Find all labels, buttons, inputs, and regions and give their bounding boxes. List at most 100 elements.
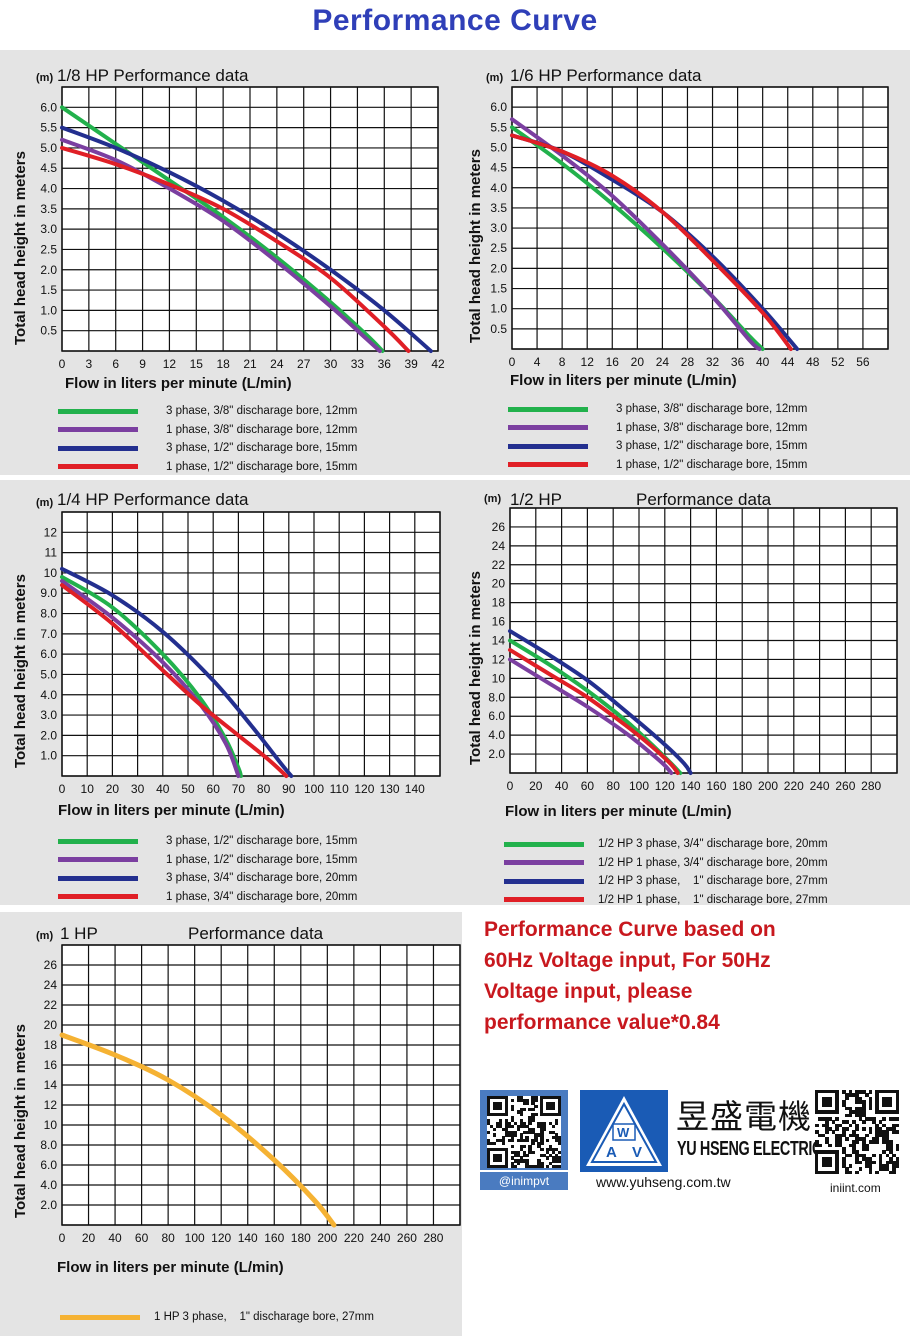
qr-code-icon[interactable] [815,1090,900,1175]
plot-border [61,511,441,777]
x-tick-label: 0 [59,782,66,796]
y-tick-label: 24 [44,978,58,992]
x-tick-label: 80 [161,1231,175,1245]
x-tick-label: 30 [131,782,145,796]
series-line [510,133,793,351]
chart-title: 1/4 HP Performance data [57,490,249,509]
legend-item: 1 phase, 3/4" discharage bore, 20mm [58,888,357,907]
chart-title: 1/6 HP Performance data [510,66,702,85]
x-tick-label: 0 [509,355,516,369]
x-tick-label: 160 [264,1231,284,1245]
website-link[interactable]: www.yuhseng.com.tw [596,1174,731,1190]
x-tick-label: 33 [351,357,365,371]
x-tick-label: 21 [243,357,257,371]
legend-label: 1/2 HP 1 phase, 3/4" discharage bore, 20… [598,856,828,869]
legend-label: 1 HP 3 phase, 1" discharage bore, 27mm [154,1311,374,1324]
chart-title: 1/2 HP [510,490,562,509]
y-tick-label: 26 [492,520,506,534]
note-line-3: Voltage input, please [484,980,693,1003]
y-tick-label: 0.5 [40,324,57,338]
x-tick-label: 40 [555,779,569,793]
y-tick-label: 3.0 [40,222,57,236]
y-tick-label: 3.5 [490,201,507,215]
page-title: Performance Curve [312,4,598,37]
y-tick-label: 4.5 [40,161,57,175]
x-tick-label: 60 [207,782,221,796]
x-axis-label: Flow in liters per minute (L/min) [58,802,285,819]
y-axis-label: Total head height in meters [467,571,484,765]
x-tick-label: 280 [861,779,881,793]
y-tick-label: 3.0 [40,708,57,722]
x-tick-label: 32 [706,355,720,369]
chart-panel-1-8hp: 0 3 6 9 12 15 18 21 24 27 30 33 36 39 42 0.5 1.0 1.5 2.0 2.… [0,50,455,475]
y-tick-label: 1.0 [40,749,57,763]
yhs-triangle-logo-icon: W A V [580,1090,668,1172]
y-tick-label: 8.0 [40,1138,57,1152]
x-tick-label: 120 [354,782,374,796]
legend-swatch [58,445,138,451]
qr-code-icon[interactable] [480,1090,568,1170]
logo-letter-w: W [617,1125,630,1140]
y-tick-label: 5.0 [490,140,507,154]
y-tick-label: 2.0 [40,1198,57,1212]
series-line [508,647,680,775]
legend-swatch [504,860,584,866]
y-tick-label: 18 [492,596,506,610]
y-tick-label: 1.5 [40,283,57,297]
x-tick-label: 56 [856,355,870,369]
legend-label: 1 phase, 1/2" discharage bore, 15mm [166,853,358,866]
legend-label: 1/2 HP 1 phase, 1" discharage bore, 27mm [598,893,828,906]
chart-svg: 0 4 8 12 16 20 24 28 32 36 40 44 48 52 560.51.01.52.02… [490,86,889,369]
legend-item: 1 phase, 1/2" discharage bore, 15mm [58,851,357,870]
y-tick-label: 11 [45,546,58,560]
note-line-4: performance value*0.84 [484,1011,720,1034]
legend-item: 1/2 HP 3 phase, 3/4" discharage bore, 20… [504,835,828,854]
x-tick-label: 90 [282,782,296,796]
x-tick-label: 12 [163,357,177,371]
legend-swatch [60,1314,140,1320]
x-tick-label: 24 [656,355,670,369]
x-tick-label: 120 [211,1231,231,1245]
y-axis-label: Total head height in meters [12,574,29,768]
y-tick-label: 22 [492,558,506,572]
plot-border [61,944,461,1226]
series-line [60,137,382,353]
y-tick-label: 1.0 [40,303,57,317]
legend-swatch [58,838,138,844]
x-tick-label: 260 [397,1231,417,1245]
chart-title-2: Performance data [636,490,772,509]
y-tick-label: 5.0 [40,667,57,681]
legend-label: 1 phase, 3/4" discharage bore, 20mm [166,890,358,903]
y-tick-label: 2.0 [490,261,507,275]
x-tick-label: 0 [59,1231,66,1245]
y-tick-label: 10 [44,566,58,580]
x-tick-label: 180 [291,1231,311,1245]
legend-swatch [58,427,138,433]
x-tick-label: 80 [257,782,271,796]
x-tick-label: 220 [344,1231,364,1245]
x-tick-label: 40 [756,355,770,369]
brand-name-chinese: 昱盛電機 [676,1097,812,1136]
series-line [60,566,294,778]
x-tick-label: 8 [559,355,566,369]
x-tick-label: 52 [831,355,845,369]
legend-label: 1 phase, 1/2" discharage bore, 15mm [616,458,808,471]
y-tick-label: 12 [492,652,506,666]
legend-label: 1/2 HP 3 phase, 1" discharage bore, 27mm [598,875,828,888]
legend-label: 3 phase, 1/2" discharage bore, 15mm [166,442,358,455]
legend-item: 3 phase, 1/2" discharage bore, 15mm [508,437,807,456]
legend-swatch [504,841,584,847]
series-line [60,145,411,353]
brand-name-english: YU HSENG ELECTRIC [677,1138,823,1160]
plot-border [511,86,889,350]
x-tick-label: 120 [655,779,675,793]
y-tick-label: 5.5 [40,121,57,135]
website-link-2[interactable]: iniint.com [830,1181,881,1195]
y-tick-label: 10 [492,671,506,685]
legend-item: 1/2 HP 3 phase, 1" discharage bore, 27mm [504,872,828,891]
x-tick-label: 220 [784,779,804,793]
social-handle[interactable]: @inimpvt [480,1172,568,1190]
y-unit-label: (m) [486,72,504,84]
y-tick-label: 2.5 [490,241,507,255]
y-tick-label: 5.5 [490,120,507,134]
